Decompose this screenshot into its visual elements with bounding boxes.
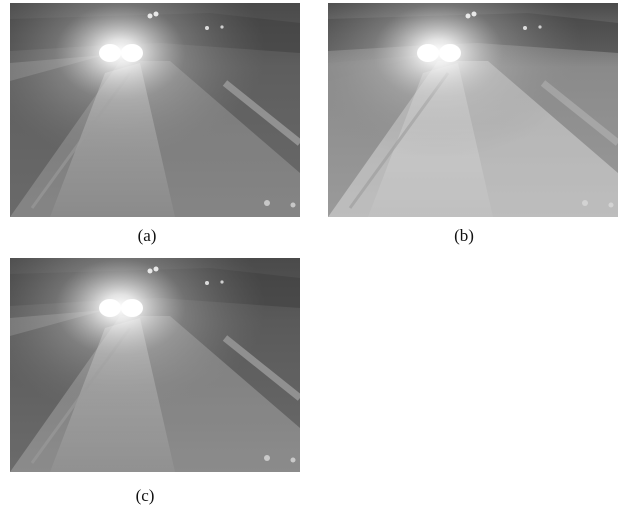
caption-b: (b) xyxy=(454,226,474,245)
night-road-image-b xyxy=(328,3,618,217)
night-road-image-c xyxy=(10,258,300,472)
caption-a: (a) xyxy=(137,226,157,245)
caption-c: (c) xyxy=(135,486,155,505)
night-road-image-a xyxy=(10,3,300,217)
